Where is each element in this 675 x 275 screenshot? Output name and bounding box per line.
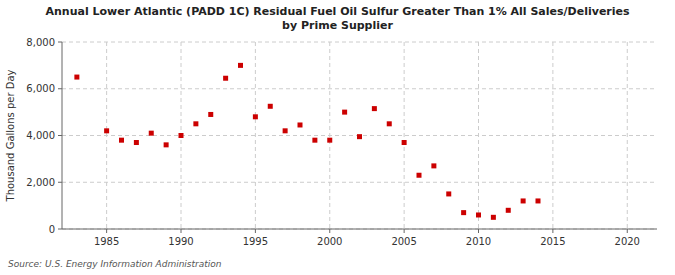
- tick-label-x: 2005: [391, 236, 416, 247]
- point: [298, 122, 303, 127]
- point: [119, 138, 124, 143]
- grid-line-y: [62, 182, 657, 183]
- grid-line-x: [329, 42, 330, 229]
- point: [431, 163, 436, 168]
- tick-x: [478, 229, 479, 233]
- grid-line-y: [62, 42, 657, 43]
- title: Annual Lower Atlantic (PADD 1C) Residual…: [45, 5, 630, 32]
- axes: 0 2,000 4,000 6,000 8,000 1985 1990 1995 2000 200…: [26, 37, 657, 248]
- tick-label-y: 8,000: [26, 37, 55, 48]
- point: [461, 210, 466, 215]
- tick-y: [58, 135, 62, 136]
- y-axis-line: [62, 42, 63, 229]
- point: [342, 110, 347, 115]
- point: [134, 140, 139, 145]
- point: [446, 191, 451, 196]
- tick-y: [58, 88, 62, 89]
- tick-y: [58, 182, 62, 183]
- grid-line-y: [62, 88, 657, 89]
- tick-label-y: 4,000: [26, 130, 55, 141]
- title-line: by Prime Supplier: [282, 19, 393, 32]
- point: [238, 63, 243, 68]
- point: [476, 212, 481, 217]
- point: [283, 128, 288, 133]
- tick-label-x: 1995: [243, 236, 268, 247]
- point: [372, 106, 377, 111]
- tick-x: [106, 229, 107, 233]
- point: [208, 112, 213, 117]
- point: [536, 198, 541, 203]
- tick-label-y: 0: [49, 224, 55, 235]
- grid-line-x: [106, 42, 107, 229]
- point: [327, 138, 332, 143]
- tick-y: [58, 42, 62, 43]
- tick-x: [627, 229, 628, 233]
- grid-line-x: [404, 42, 405, 229]
- tick-x: [329, 229, 330, 233]
- point: [312, 138, 317, 143]
- grid-line-x: [552, 42, 553, 229]
- tick-x: [552, 229, 553, 233]
- point: [417, 173, 422, 178]
- tick-y: [58, 229, 62, 230]
- tick-x: [404, 229, 405, 233]
- grid-line-x: [478, 42, 479, 229]
- grid: [62, 42, 657, 229]
- point: [387, 121, 392, 126]
- grid-line-x: [627, 42, 628, 229]
- tick-label-x: 2010: [466, 236, 491, 247]
- point: [193, 121, 198, 126]
- point: [223, 76, 228, 81]
- point: [253, 114, 258, 119]
- point: [164, 142, 169, 147]
- point: [357, 134, 362, 139]
- x-axis-line: [62, 229, 657, 230]
- point: [179, 133, 184, 138]
- point: [521, 198, 526, 203]
- point: [506, 208, 511, 213]
- point: [104, 128, 109, 133]
- point: [402, 140, 407, 145]
- point: [491, 215, 496, 220]
- tick-label-x: 1985: [94, 236, 119, 247]
- point: [74, 75, 79, 80]
- tick-x: [181, 229, 182, 233]
- points: [74, 63, 540, 220]
- tick-label-x: 1990: [168, 236, 193, 247]
- tick-label-x: 2015: [540, 236, 565, 247]
- tick-label-y: 6,000: [26, 83, 55, 94]
- tick-label-x: 2020: [615, 236, 640, 247]
- point: [268, 104, 273, 109]
- tick-label-y: 2,000: [26, 177, 55, 188]
- grid-line-y: [62, 229, 657, 230]
- tick-x: [255, 229, 256, 233]
- tick-label-x: 2000: [317, 236, 342, 247]
- point: [149, 131, 154, 136]
- title-line: Annual Lower Atlantic (PADD 1C) Residual…: [45, 5, 630, 18]
- grid-line-x: [255, 42, 256, 229]
- source: Source: U.S. Energy Information Administ…: [8, 259, 222, 269]
- chart: Annual Lower Atlantic (PADD 1C) Residual…: [0, 0, 675, 275]
- y-axis-label: Thousand Gallons per Day: [5, 69, 16, 202]
